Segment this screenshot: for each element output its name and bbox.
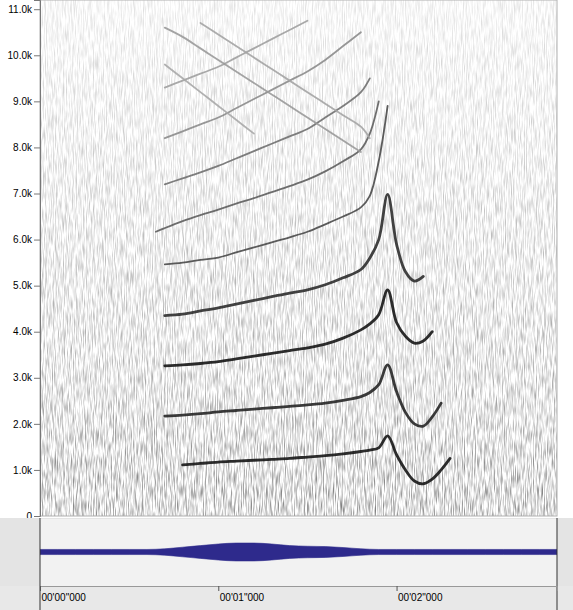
tick-label: 9.0k: [13, 96, 33, 107]
y-tick: 4.0k: [13, 326, 40, 337]
tick-mark: [34, 424, 40, 425]
y-tick: 10.0k: [8, 50, 40, 61]
harmonic-line: [156, 101, 379, 231]
y-tick: 6.0k: [13, 234, 40, 245]
tick-mark: [34, 378, 40, 379]
tick-label: 00'02"000: [398, 592, 443, 603]
tick-mark: [34, 240, 40, 241]
tick-label: 8.0k: [13, 142, 33, 153]
harmonic-line: [165, 78, 370, 184]
tick-label: 11.0k: [8, 4, 33, 15]
noise-background: [40, 0, 557, 516]
track-background: [0, 518, 573, 586]
x-tick: 00'00"000: [41, 586, 87, 603]
tick-mark: [218, 586, 219, 591]
tick-label: 00'01"000: [220, 592, 265, 603]
wave-background: [40, 519, 557, 586]
tick-label: 10.0k: [8, 50, 33, 61]
x-tick: 00'02"000: [397, 586, 443, 603]
axis-line: [41, 587, 558, 592]
harmonic-line: [165, 194, 424, 315]
x-tick: 00'01"000: [219, 586, 265, 603]
tick-label: 5.0k: [13, 280, 33, 291]
tick-mark: [34, 516, 40, 517]
y-tick: 8.0k: [13, 142, 40, 153]
tick-mark: [34, 147, 40, 148]
harmonic-line: [183, 436, 450, 484]
y-tick: 11.0k: [8, 4, 40, 15]
tick-mark: [40, 586, 41, 591]
tick-mark: [34, 194, 40, 195]
tick-label: 2.0k: [13, 419, 33, 430]
left-bound: [40, 518, 41, 610]
tick-mark: [34, 55, 40, 56]
y-tick: 1.0k: [13, 465, 40, 476]
harmonic-line: [165, 28, 361, 152]
tick-label: 7.0k: [13, 188, 33, 199]
tick-label: 3.0k: [13, 372, 33, 383]
harmonic-line: [165, 365, 441, 427]
tick-mark: [34, 101, 40, 102]
y-tick: 2.0k: [13, 419, 40, 430]
harmonic-line: [165, 290, 432, 366]
tick-label: 6.0k: [13, 234, 33, 245]
tick-mark: [34, 286, 40, 287]
harmonics: [156, 21, 450, 484]
x-axis: 00'00"000 00'01"000 00'02"000: [41, 586, 558, 603]
tick-mark: [34, 9, 40, 10]
y-tick: 3.0k: [13, 372, 40, 383]
harmonic-line: [200, 23, 369, 138]
y-axis: 01.0k2.0k3.0k4.0k5.0k6.0k7.0k8.0k9.0k10.…: [8, 1, 41, 522]
chart: 01.0k2.0k3.0k4.0k5.0k6.0k7.0k8.0k9.0k10.…: [0, 0, 573, 610]
right-bound: [557, 518, 558, 610]
tick-label: 1.0k: [13, 465, 33, 476]
y-tick: 7.0k: [13, 188, 40, 199]
harmonic-line: [165, 106, 388, 264]
ruler-background: [0, 586, 573, 610]
plot-frame: [40, 0, 557, 516]
tick-mark: [397, 586, 398, 591]
tick-mark: [34, 332, 40, 333]
plot-background: [40, 0, 557, 516]
tick-label: 4.0k: [13, 326, 33, 337]
tick-label: 00'00"000: [42, 592, 87, 603]
waveform-area: [40, 543, 557, 561]
y-tick: 5.0k: [13, 280, 40, 291]
y-tick: 9.0k: [13, 96, 40, 107]
tick-mark: [34, 470, 40, 471]
axis-line: [34, 1, 41, 517]
waveform: [40, 543, 557, 561]
harmonic-line: [165, 32, 361, 138]
harmonic-line: [165, 65, 254, 134]
